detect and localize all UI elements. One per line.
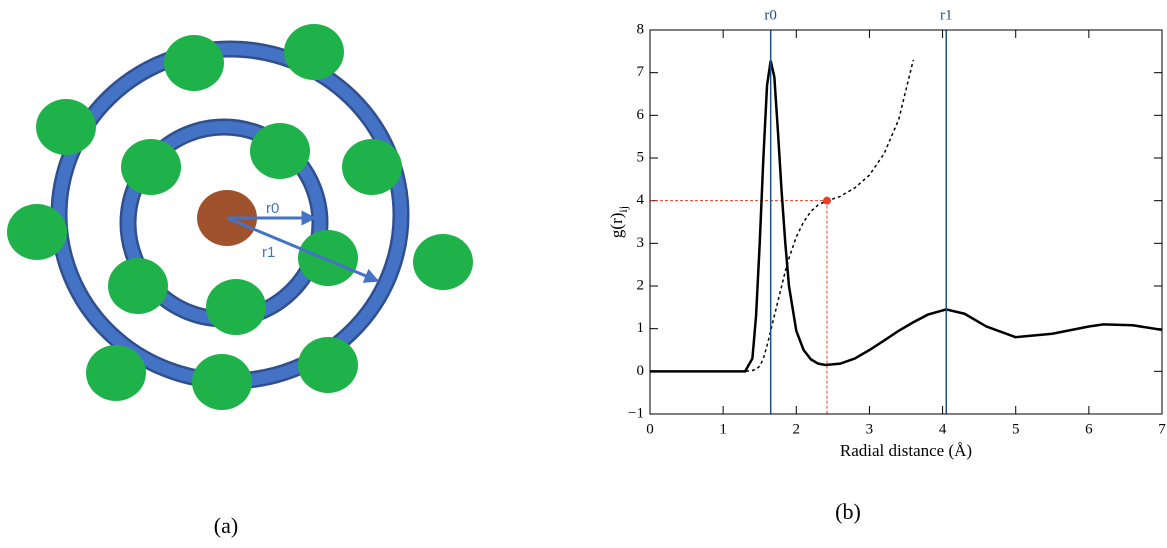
y-tick-label: −1 [628,405,644,421]
y-axis-label-main: g(r) [607,213,626,238]
atom [108,258,168,314]
caption: (b) [835,499,861,524]
data-line [650,59,915,373]
atom [164,35,224,91]
y-axis-label: g(r)ij [607,206,630,238]
y-tick-label: 1 [637,320,645,336]
y-tick-label: 3 [637,235,645,251]
caption: (a) [214,513,238,538]
x-tick-label: 2 [793,421,801,437]
y-tick-label: 7 [637,64,645,80]
atom [121,139,181,195]
neighbors [7,24,473,410]
plot-frame [649,29,1163,415]
y-tick-label: 5 [637,149,645,165]
atom [192,354,252,410]
x-tick-label: 5 [1012,421,1020,437]
y-tick-label: 4 [637,192,645,208]
diagram: r0 r1 (a) [7,24,473,538]
atom [250,123,310,179]
atom [413,234,473,290]
plot-area [650,59,1162,414]
atom [86,345,146,401]
atom [7,204,67,260]
marker-point [823,196,832,205]
x-tick-label: 0 [646,421,654,437]
y-tick-label: 0 [637,363,645,379]
x-tick-label: 7 [1158,421,1166,437]
y-axis-label-sub: ij [616,206,630,213]
atom [206,279,266,335]
x-tick-label: 1 [719,421,727,437]
x-axis-label: Radial distance (Å) [840,441,972,460]
atom [298,230,358,286]
y-tick-label: 6 [637,107,645,123]
atom [342,139,402,195]
arrow-label: r1 [262,244,275,261]
y-tick-label: 8 [637,21,645,37]
x-tick-label: 6 [1085,421,1093,437]
y-tick-label: 2 [637,277,645,293]
arrow-label: r0 [266,200,279,217]
reference-label: r0 [764,7,777,23]
x-tick-label: 3 [866,421,874,437]
r1-arrow [226,216,380,283]
data-line [650,60,1162,373]
x-tick-label: 4 [939,421,947,437]
atom [284,24,344,80]
atom [298,337,358,393]
reference-label: r1 [940,7,953,23]
atom [36,99,96,155]
